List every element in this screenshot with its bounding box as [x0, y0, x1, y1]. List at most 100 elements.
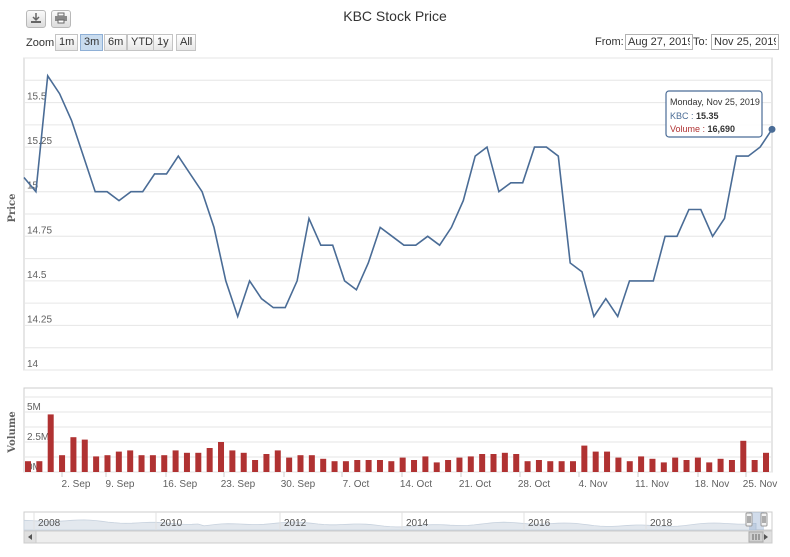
volume-bar — [354, 460, 361, 472]
volume-bar — [547, 461, 554, 472]
volume-bar — [501, 452, 508, 472]
to-date-input[interactable] — [711, 34, 779, 50]
from-date-input[interactable] — [625, 34, 693, 50]
volume-bar — [433, 462, 440, 472]
zoom-button-1m[interactable]: 1m — [55, 34, 79, 51]
volume-bar — [581, 445, 588, 472]
volume-bar — [592, 451, 599, 472]
volume-bar — [274, 450, 281, 472]
to-label: To: — [693, 36, 708, 48]
volume-bar — [115, 451, 122, 472]
volume-bar — [558, 461, 565, 472]
tooltip-price: KBC : 15.35 — [670, 111, 719, 121]
scroll-right-arrow-icon — [764, 534, 768, 540]
print-icon — [55, 12, 67, 24]
volume-bar — [149, 455, 156, 472]
volume-bar — [649, 458, 656, 472]
volume-bar — [320, 458, 327, 472]
x-tick-label: 18. Nov — [695, 479, 729, 490]
zoom-button-ytd[interactable]: YTD — [127, 34, 157, 51]
navigator-handle[interactable] — [760, 512, 768, 527]
volume-bar — [706, 462, 713, 472]
tooltip-series-label: KBC : — [670, 111, 696, 121]
volume-bar — [626, 461, 633, 472]
zoom-button-3m[interactable]: 3m — [80, 34, 104, 51]
price-tick-label: 14 — [27, 359, 39, 370]
volume-bar — [569, 461, 576, 472]
volume-bar — [47, 414, 54, 472]
x-tick-label: 23. Sep — [221, 479, 256, 490]
navigator-selection[interactable] — [749, 512, 764, 530]
price-tick-label: 15.5 — [27, 92, 47, 103]
download-button[interactable] — [26, 10, 46, 28]
tooltip-volume-label: Volume : — [670, 124, 708, 134]
scrollbar-track[interactable] — [23, 530, 773, 544]
tooltip-date: Monday, Nov 25, 2019 — [670, 97, 760, 107]
tooltip-box — [665, 90, 763, 138]
volume-tick-label: 5M — [27, 402, 41, 413]
volume-bar — [422, 456, 429, 472]
x-tick-label: 25. Nov — [743, 479, 777, 490]
volume-bar — [456, 457, 463, 472]
volume-bar — [751, 460, 758, 472]
volume-bar — [524, 461, 531, 472]
volume-bar — [445, 460, 452, 472]
zoom-button-6m[interactable]: 6m — [104, 34, 128, 51]
x-tick-label: 2. Sep — [62, 479, 91, 490]
volume-bar — [660, 462, 667, 472]
volume-bar — [183, 452, 190, 472]
x-tick-label: 9. Sep — [106, 479, 135, 490]
volume-bar — [70, 437, 77, 472]
volume-bar — [615, 457, 622, 472]
volume-bar — [513, 454, 520, 472]
navigator-year-label: 2008 — [38, 518, 61, 529]
x-tick-label: 11. Nov — [635, 479, 669, 490]
x-tick-label: 14. Oct — [400, 479, 432, 490]
tooltip-volume-value: 16,690 — [708, 124, 736, 134]
volume-bar — [36, 461, 43, 472]
price-line — [23, 73, 773, 320]
navigator-year-label: 2012 — [284, 518, 307, 529]
volume-tick-label: 0M — [27, 462, 41, 473]
x-tick-label: 21. Oct — [459, 479, 491, 490]
volume-bar — [388, 461, 395, 472]
volume-bar — [728, 460, 735, 472]
volume-bar — [376, 460, 383, 472]
x-tick-label: 7. Oct — [343, 479, 370, 490]
print-button[interactable] — [51, 10, 71, 28]
volume-bar — [263, 454, 270, 472]
volume-bar — [467, 456, 474, 472]
volume-bar — [694, 457, 701, 472]
zoom-button-1y[interactable]: 1y — [153, 34, 173, 51]
from-label: From: — [595, 36, 624, 48]
volume-bar — [81, 439, 88, 472]
volume-bar — [229, 450, 236, 472]
volume-bar — [490, 454, 497, 472]
volume-bar — [672, 457, 679, 472]
price-axis-title: Price — [7, 193, 18, 222]
volume-bar — [740, 440, 747, 472]
zoom-button-all[interactable]: All — [176, 34, 197, 51]
volume-bar — [342, 461, 349, 472]
volume-bar — [161, 455, 168, 472]
x-tick-label: 30. Sep — [281, 479, 316, 490]
volume-bar — [59, 455, 66, 472]
volume-bar — [252, 460, 259, 472]
navigator-handle[interactable] — [745, 512, 753, 527]
volume-bar — [399, 457, 406, 472]
volume-axis-title: Volume — [7, 411, 18, 454]
tooltip: Monday, Nov 25, 2019 KBC : 15.35 Volume : … — [665, 90, 763, 138]
volume-bar — [479, 454, 486, 472]
price-tick-label: 14.5 — [27, 270, 47, 281]
tooltip-volume: Volume : 16,690 — [670, 124, 735, 134]
x-tick-label: 16. Sep — [163, 479, 198, 490]
price-tick-label: 14.75 — [27, 225, 52, 236]
price-point-marker — [768, 125, 776, 133]
chart-title: KBC Stock Price — [343, 8, 447, 24]
volume-bar — [25, 461, 31, 472]
navigator-year-label: 2014 — [406, 518, 429, 529]
volume-bar — [195, 452, 202, 472]
volume-bar — [206, 448, 213, 472]
volume-bar — [763, 452, 769, 472]
